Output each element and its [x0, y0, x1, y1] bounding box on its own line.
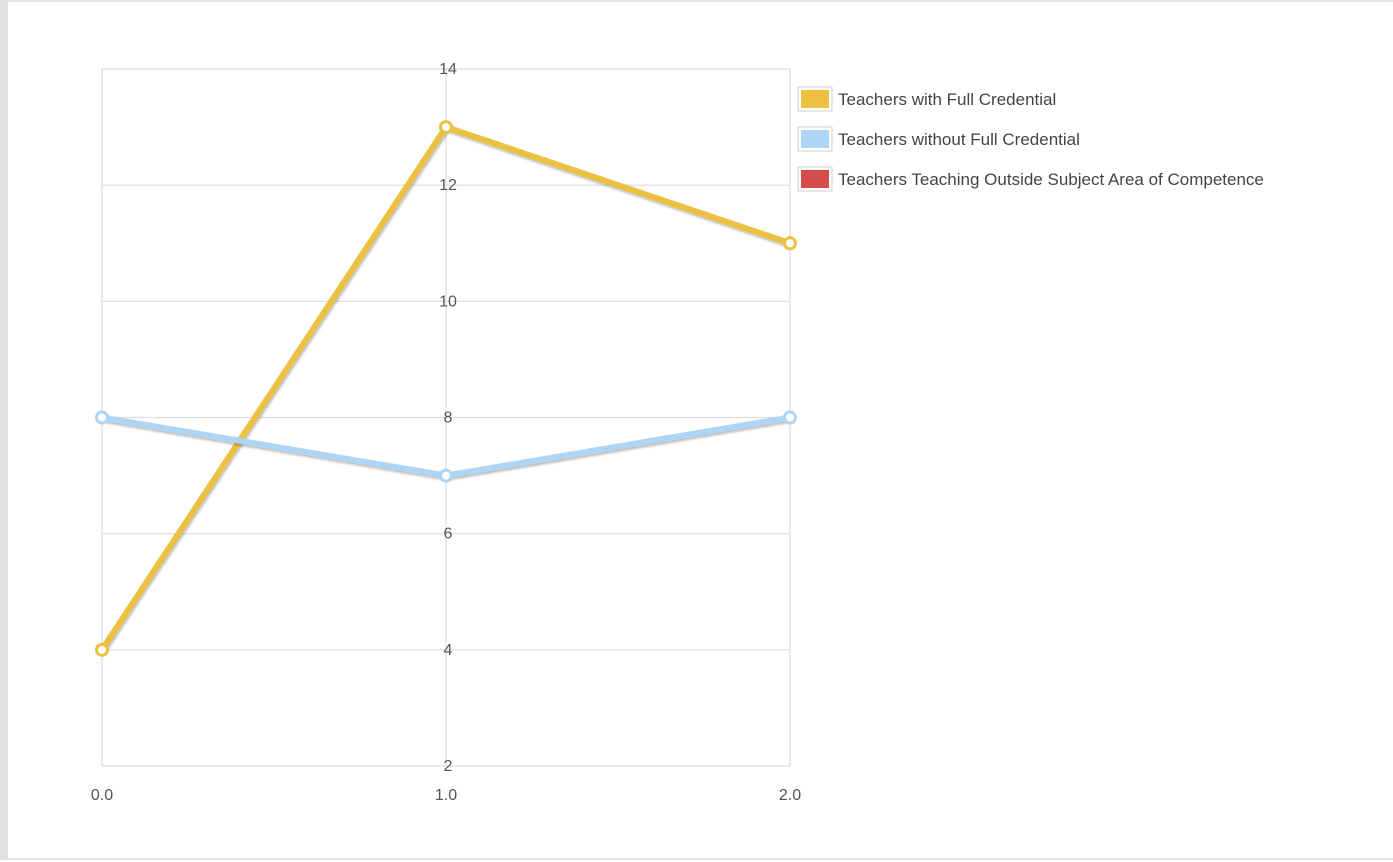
y-tick-label: 12 [439, 177, 457, 194]
y-tick-label: 2 [444, 758, 453, 775]
legend-swatch [801, 170, 829, 188]
data-point[interactable] [783, 236, 797, 251]
y-tick-label: 14 [439, 61, 457, 78]
data-point[interactable] [95, 642, 109, 657]
data-point[interactable] [783, 410, 797, 425]
y-tick-label: 6 [444, 526, 453, 543]
x-tick-label: 1.0 [435, 787, 457, 804]
legend-swatch [801, 130, 829, 148]
legend-swatch [801, 90, 829, 108]
data-point[interactable] [95, 410, 109, 425]
y-tick-label: 10 [439, 293, 457, 310]
legend-label[interactable]: Teachers with Full Credential [838, 90, 1056, 109]
y-tick-label: 4 [444, 642, 453, 659]
legend-label[interactable]: Teachers Teaching Outside Subject Area o… [838, 170, 1264, 189]
legend-label[interactable]: Teachers without Full Credential [838, 130, 1080, 149]
x-tick-label: 2.0 [779, 787, 801, 804]
data-point[interactable] [439, 120, 453, 135]
x-tick-label: 0.0 [91, 787, 113, 804]
data-point[interactable] [439, 468, 453, 483]
y-tick-label: 8 [444, 410, 453, 427]
line-chart: 2 4 6 8 10 12 14 0.0 1.0 2.0 Teachers with Full Cr… [91, 61, 1264, 804]
